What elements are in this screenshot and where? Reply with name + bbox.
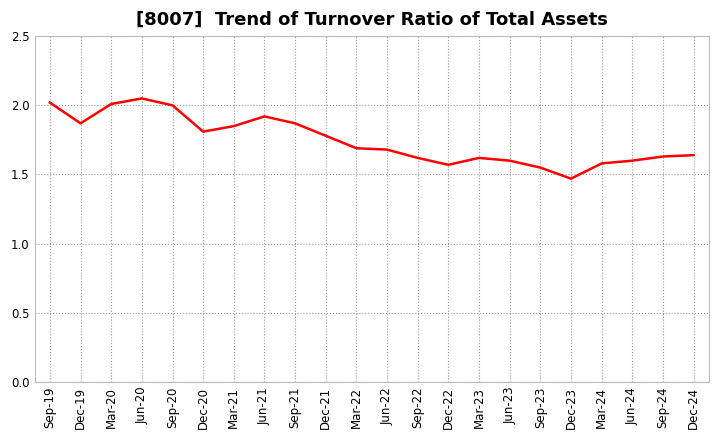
Title: [8007]  Trend of Turnover Ratio of Total Assets: [8007] Trend of Turnover Ratio of Total … xyxy=(136,11,608,29)
